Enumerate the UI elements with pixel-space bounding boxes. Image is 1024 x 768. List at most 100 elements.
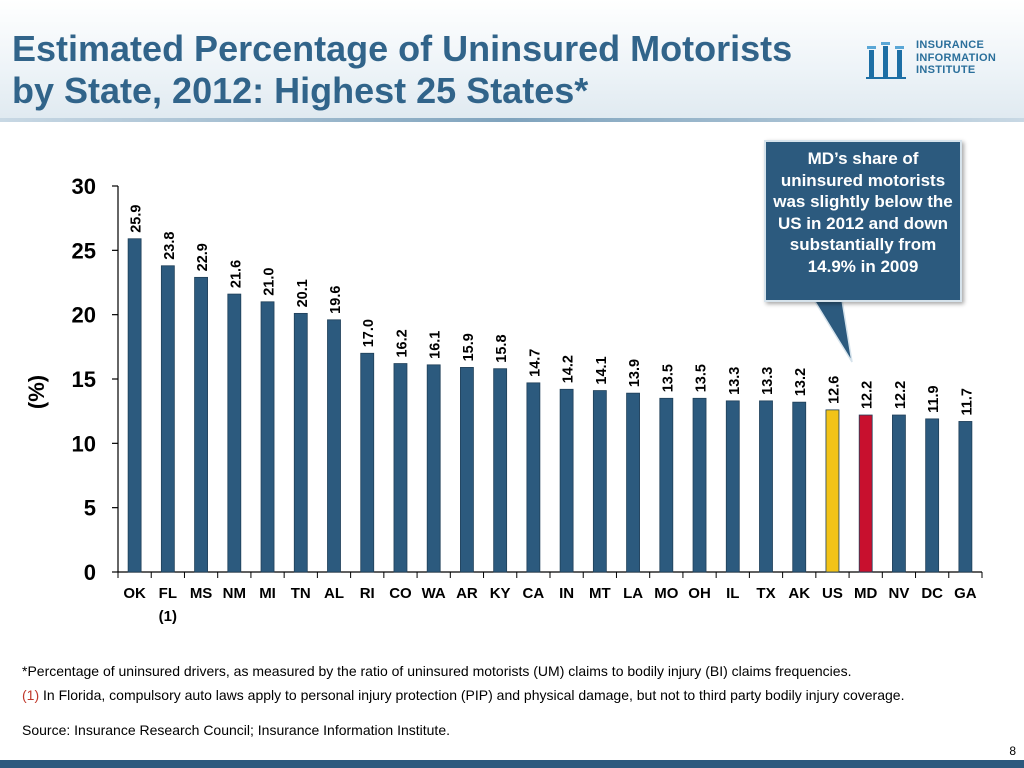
bar-fl [160, 265, 175, 573]
bar-ri [360, 352, 375, 573]
bar-chart: 0 5 10 15 20 25 30 (%) 25.9 OK 23.8 FL (1) 22.9 MS 21.6… [24, 174, 983, 625]
bar-in [559, 388, 574, 573]
data-label-ar: 15.9 [461, 333, 477, 361]
bar-tn [293, 312, 308, 573]
bar-oh [692, 397, 707, 573]
data-label-mo: 13.5 [660, 364, 676, 392]
x-tick-label-md: MD [854, 585, 877, 602]
x-tick-label-nv: NV [889, 585, 910, 602]
x-tick-label-wa: WA [422, 585, 446, 602]
y-tick-label: 15 [72, 367, 96, 392]
x-tick-label-fl: FL [159, 585, 177, 602]
bar-ga [958, 421, 973, 573]
data-label-wa: 16.1 [428, 331, 444, 359]
callout-pointer-edge [813, 299, 853, 363]
logo-line-2: INFORMATION [916, 51, 997, 64]
x-tick-label-ok: OK [123, 585, 146, 602]
bar-nv [892, 414, 906, 573]
bar-md [858, 414, 873, 573]
data-label-la: 13.9 [627, 359, 643, 387]
x-tick-label-ri: RI [360, 585, 375, 602]
x-tick-label-ar: AR [456, 585, 478, 602]
bar-il [725, 400, 740, 573]
data-label-mi: 21.0 [262, 268, 278, 296]
title-line-1: Estimated Percentage of Uninsured Motori… [12, 28, 793, 69]
x-tick-label-in: IN [559, 585, 574, 602]
y-tick-label: 5 [84, 496, 96, 521]
x-tick-label-ky: KY [490, 585, 511, 602]
data-label-tx: 13.3 [760, 367, 776, 395]
data-label-mt: 14.1 [594, 356, 610, 384]
x-tick-label-co: CO [389, 585, 412, 602]
y-tick-label: 25 [72, 238, 96, 263]
y-tick-label: 10 [72, 431, 96, 456]
bar-ar [460, 367, 474, 573]
bar-ak [792, 401, 807, 573]
x-tick-label-ak: AK [788, 585, 810, 602]
source-note: Source: Insurance Research Council; Insu… [22, 722, 450, 738]
data-label-ri: 17.0 [361, 319, 377, 347]
bar-mo [659, 397, 674, 573]
x-tick-label-mt: MT [589, 585, 611, 602]
data-label-oh: 13.5 [694, 364, 710, 392]
x-tick-label-mi: MI [259, 585, 276, 602]
data-label-ms: 22.9 [195, 243, 211, 271]
bar-nm [227, 293, 242, 573]
bar-tx [759, 400, 773, 573]
header-divider [0, 118, 1024, 122]
x-tick-label-ga: GA [954, 585, 977, 602]
data-label-us: 12.6 [826, 376, 842, 404]
y-tick-label: 0 [84, 560, 96, 585]
data-label-ca: 14.7 [527, 349, 543, 377]
x-tick-label-oh: OH [688, 585, 711, 602]
data-label-fl: 23.8 [162, 232, 178, 260]
header-band [0, 0, 1024, 122]
bar-co [393, 363, 408, 573]
bar-ok [127, 238, 142, 573]
data-label-ak: 13.2 [793, 368, 809, 396]
footnote-star: *Percentage of uninsured drivers, as mea… [22, 663, 852, 679]
bar-ms [194, 276, 208, 573]
data-label-ga: 11.7 [959, 388, 975, 415]
bar-la [626, 392, 640, 573]
footnote-1-text: In Florida, compulsory auto laws apply t… [43, 687, 905, 703]
bar-dc [925, 418, 940, 573]
bar-wa [426, 364, 441, 573]
data-label-dc: 11.9 [926, 385, 942, 412]
bar-ca [526, 382, 541, 573]
bar-al [327, 319, 341, 573]
x-tick-label-dc: DC [921, 585, 943, 602]
bar-mi [260, 301, 275, 573]
iii-logo: INSURANCE INFORMATION INSTITUTE [866, 38, 1016, 82]
callout-box: MD’s share of uninsured motorists was sl… [764, 140, 962, 302]
x-tick-label-tn: TN [291, 585, 311, 602]
y-tick-label: 30 [72, 174, 96, 199]
logo-columns-icon [866, 42, 906, 79]
data-label-md: 12.2 [860, 381, 876, 409]
bar-mt [592, 390, 607, 573]
data-label-ok: 25.9 [129, 205, 145, 233]
footnote-1: (1) In Florida, compulsory auto laws app… [22, 688, 962, 703]
page-number: 8 [1009, 744, 1016, 758]
x-tick-label-mo: MO [654, 585, 678, 602]
bar-us [825, 409, 840, 573]
data-label-ky: 15.8 [494, 334, 510, 362]
bar-ky [493, 368, 508, 573]
y-axis-title: (%) [24, 375, 49, 409]
x-tick-note-fl: (1) [159, 608, 177, 625]
page-title: Estimated Percentage of Uninsured Motori… [12, 28, 842, 112]
logo-line-1: INSURANCE [916, 39, 985, 51]
data-label-al: 19.6 [328, 286, 344, 314]
data-label-il: 13.3 [727, 367, 743, 395]
x-tick-label-il: IL [726, 585, 739, 602]
x-tick-label-al: AL [324, 585, 344, 602]
logo-line-3: INSTITUTE [916, 64, 976, 76]
footnote-1-mark: (1) [22, 687, 40, 703]
x-tick-label-tx: TX [756, 585, 775, 602]
data-label-nm: 21.6 [228, 260, 244, 288]
x-tick-label-nm: NM [223, 585, 246, 602]
data-label-co: 16.2 [394, 329, 410, 357]
x-tick-label-ca: CA [523, 585, 545, 602]
x-tick-label-us: US [822, 585, 843, 602]
x-tick-label-ms: MS [190, 585, 213, 602]
